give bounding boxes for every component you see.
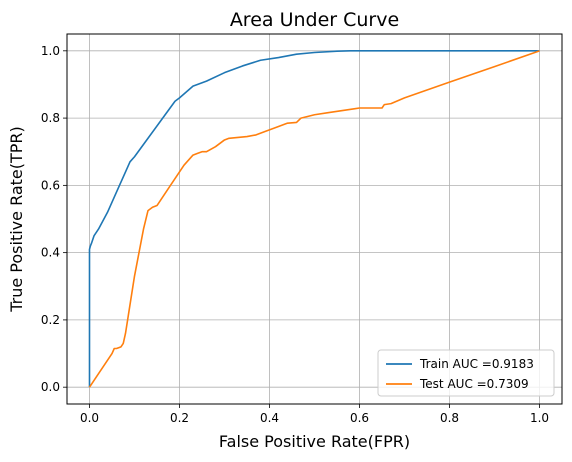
x-tick-label: 1.0 (530, 411, 549, 425)
grid (67, 34, 562, 404)
legend: Train AUC =0.9183 Test AUC =0.7309 (377, 349, 555, 397)
legend-box (377, 349, 555, 397)
legend-label: Test AUC =0.7309 (419, 377, 529, 391)
y-tick-label: 1.0 (41, 44, 60, 58)
chart-title: Area Under Curve (230, 9, 399, 31)
x-tick-label: 0.8 (440, 411, 459, 425)
y-tick-label: 0.6 (41, 178, 60, 192)
series-line-train (88, 50, 540, 388)
y-tick-label: 0.4 (41, 246, 60, 260)
plot-frame (66, 33, 563, 405)
axis-ticks: 0.0 0.2 0.4 0.6 0.8 1.0 0.0 0.2 0.4 0.6 0.8 1.0 (41, 44, 549, 425)
x-axis-title: False Positive Rate(FPR) (219, 432, 410, 451)
x-tick-label: 0.6 (350, 411, 369, 425)
y-tick-label: 0.0 (41, 380, 60, 394)
x-tick-label: 0.2 (170, 411, 189, 425)
series-line-test (88, 50, 540, 388)
x-tick-label: 0.0 (80, 411, 99, 425)
legend-label: Train AUC =0.9183 (419, 357, 534, 371)
x-tick-label: 0.4 (260, 411, 279, 425)
series-lines (88, 50, 540, 388)
y-tick-label: 0.8 (41, 111, 60, 125)
y-tick-label: 0.2 (41, 313, 60, 327)
y-axis-title: True Positive Rate(TPR) (7, 126, 26, 313)
